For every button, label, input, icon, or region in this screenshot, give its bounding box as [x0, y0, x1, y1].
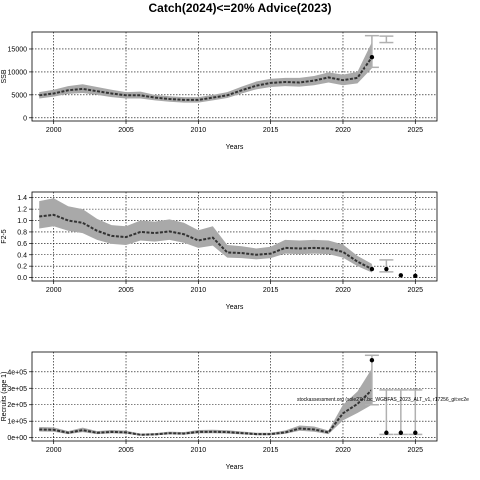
ssb-panel: 2000 2005 2010 2015 2020 2025 0 5000 10000 15000 Y… [1, 31, 438, 151]
f-ytick-label: 1.4 [17, 195, 27, 202]
f-xtick-label: 2015 [263, 287, 279, 294]
ssb-plot-frame [31, 31, 438, 122]
ssb-xlabel: Years [226, 144, 244, 151]
ssb-median-line [39, 56, 373, 101]
recruits-xtick-label: 2005 [118, 447, 134, 454]
f-xtick-label: 2005 [118, 287, 134, 294]
f-xlabel: Years [226, 304, 244, 311]
recruits-xtick-label: 2020 [335, 447, 351, 454]
recruits-ytick-label: 3e+05 [7, 386, 27, 393]
recruits-xtick-label: 2010 [191, 447, 207, 454]
recruits-xtick-label: 2000 [46, 447, 62, 454]
f-xtick-label: 2025 [408, 287, 424, 294]
ssb-xtick-label: 2010 [191, 127, 207, 134]
f-ytick-label: 0.0 [17, 275, 27, 282]
ssb-xtick-label: 2015 [263, 127, 279, 134]
recruits-ylabel: Recruits (age 1) [1, 372, 8, 422]
f-projection-point [398, 273, 404, 278]
recruits-projection-point [384, 430, 389, 435]
ssb-xtick-label: 2025 [408, 127, 424, 134]
f-confidence-band [39, 198, 372, 273]
ssb-projection-point [369, 55, 375, 60]
recruits-ytick-label: 2e+05 [7, 402, 27, 409]
ssb-xtick-label: 2000 [46, 127, 62, 134]
f-ytick-label: 1.2 [17, 207, 27, 214]
f-ytick-label: 0.2 [17, 264, 27, 271]
ssb-ylabel: SSB [1, 69, 8, 83]
recruits-xtick-label: 2025 [408, 447, 424, 454]
recruits-ytick-label: 1e+05 [7, 419, 27, 426]
ssb-ytick-label: 0 [23, 115, 27, 122]
fishing-mortality-panel: 2000 2005 2010 2015 2020 2025 0.0 0.2 0.4 0.6 0.8 1… [1, 191, 438, 311]
f-xtick-label: 2010 [191, 287, 207, 294]
f-ytick-label: 0.8 [17, 229, 27, 236]
f-projection-point [369, 266, 375, 272]
ssb-ytick-label: 10000 [8, 69, 28, 76]
recruits-annotation: stockassessment.org (sole27.7.bc_WGBFAS_… [297, 397, 469, 403]
chart-title: Catch(2024)<=20% Advice(2023) [149, 1, 332, 15]
recruits-projection-point [398, 430, 404, 435]
ssb-xtick-label: 2020 [335, 127, 351, 134]
recruits-xtick-label: 2015 [263, 447, 279, 454]
ssb-ytick-label: 5000 [11, 92, 27, 99]
f-ytick-label: 0.4 [17, 252, 27, 259]
f-ytick-label: 1.0 [17, 218, 27, 225]
f-plot-frame [31, 191, 438, 282]
recruitment-panel: 2000 2005 2010 2015 2020 2025 0e+00 1e+05 2e+05 3… [1, 351, 469, 471]
f-xtick-label: 2020 [335, 287, 351, 294]
f-projection-point [413, 273, 418, 279]
ssb-confidence-band [39, 42, 372, 103]
ssb-ytick-label: 15000 [8, 46, 28, 53]
recruits-ytick-label: 4e+05 [7, 369, 27, 376]
recruits-median-line [39, 389, 373, 436]
recruits-ytick-label: 0e+00 [7, 435, 27, 442]
recruits-projection-point [369, 358, 375, 363]
f-projection-point [384, 266, 389, 272]
f-xtick-label: 2000 [46, 287, 62, 294]
f-ylabel: F2-5 [1, 229, 8, 244]
recruits-projection-point [413, 430, 418, 435]
recruits-plot-frame [31, 351, 438, 442]
recruits-xlabel: Years [226, 464, 244, 471]
f-median-line [39, 213, 373, 270]
f-ytick-label: 0.6 [17, 241, 27, 248]
ssb-xtick-label: 2005 [118, 127, 134, 134]
